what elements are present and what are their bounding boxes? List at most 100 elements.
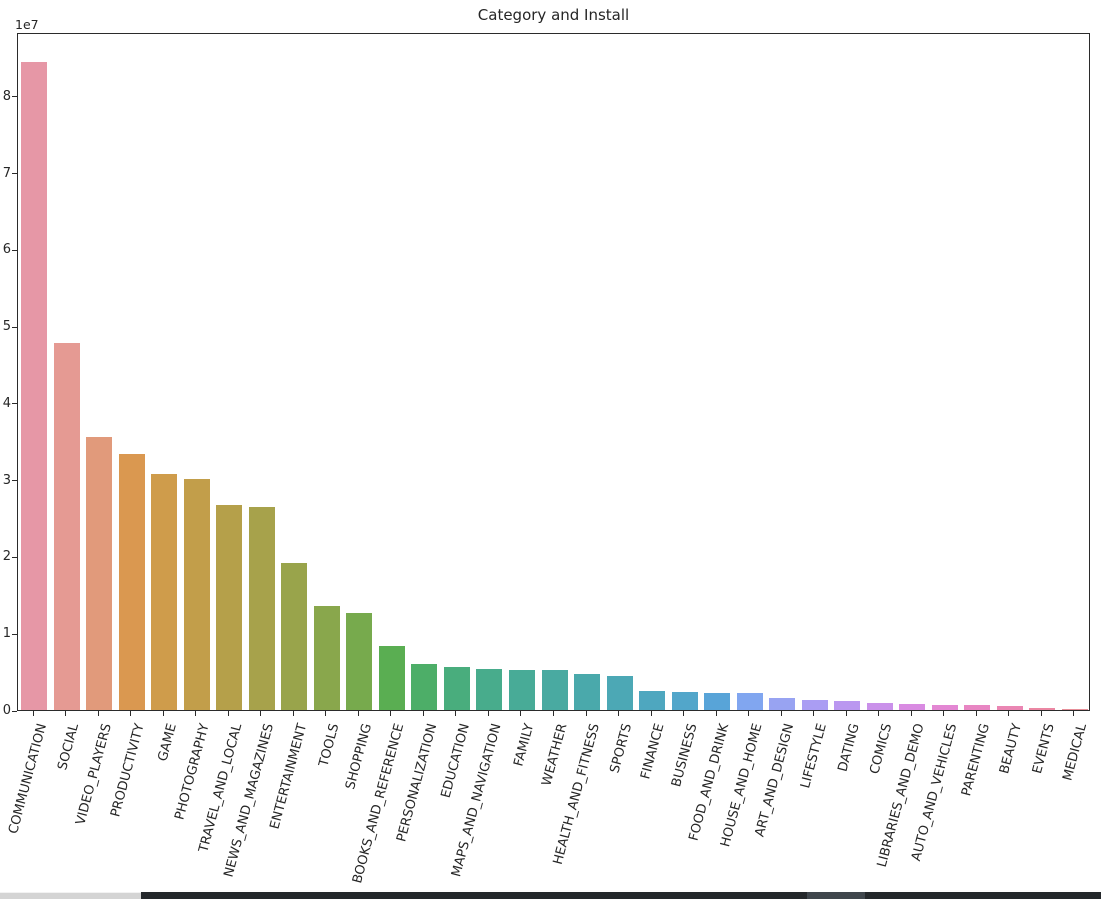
- x-tick-mark: [455, 711, 457, 716]
- bar-dating: [834, 701, 861, 710]
- x-tick-label-finance: FINANCE: [638, 722, 668, 781]
- plot-area: [17, 33, 1090, 711]
- x-tick-mark: [260, 711, 262, 716]
- x-tick-mark: [390, 711, 392, 716]
- x-tick-mark: [97, 711, 99, 716]
- bar-maps-and-navigation: [476, 669, 503, 710]
- taskbar-light-segment[interactable]: [0, 892, 141, 899]
- x-tick-label-education: EDUCATION: [438, 722, 473, 800]
- x-tick-mark: [1008, 711, 1010, 716]
- x-tick-mark: [195, 711, 197, 716]
- x-tick-mark: [422, 711, 424, 716]
- y-tick-label: 7: [2, 165, 11, 181]
- x-tick-label-sports: SPORTS: [607, 722, 636, 775]
- x-tick-label-family: FAMILY: [511, 722, 538, 769]
- bar-travel-and-local: [216, 505, 243, 710]
- x-tick-mark: [780, 711, 782, 716]
- x-tick-label-tools: TOOLS: [316, 722, 343, 769]
- bar-entertainment: [281, 563, 308, 710]
- bar-game: [151, 474, 178, 710]
- bar-auto-and-vehicles: [931, 705, 958, 710]
- y-tick-mark: [12, 249, 17, 251]
- x-tick-mark: [618, 711, 620, 716]
- cropped-taskbar-strip: [0, 892, 1101, 899]
- bar-shopping: [346, 613, 373, 710]
- x-tick-mark: [65, 711, 67, 716]
- x-tick-label-game: GAME: [155, 722, 180, 763]
- y-tick-label: 8: [2, 88, 11, 104]
- x-tick-mark: [845, 711, 847, 716]
- bar-finance: [639, 691, 666, 710]
- y-tick-mark: [12, 403, 17, 405]
- bar-weather: [541, 670, 568, 710]
- y-tick-mark: [12, 710, 17, 712]
- x-tick-mark: [357, 711, 359, 716]
- x-tick-label-productivity: PRODUCTIVITY: [107, 722, 148, 819]
- x-tick-mark: [487, 711, 489, 716]
- x-tick-label-communication: COMMUNICATION: [5, 722, 50, 836]
- bar-beauty: [996, 706, 1023, 710]
- bar-communication: [21, 62, 48, 710]
- bar-comics: [866, 703, 893, 710]
- x-tick-mark: [227, 711, 229, 716]
- x-tick-label-dating: DATING: [835, 722, 863, 774]
- x-tick-mark: [943, 711, 945, 716]
- bar-education: [443, 667, 470, 710]
- y-tick-mark: [12, 633, 17, 635]
- x-tick-label-social: SOCIAL: [55, 722, 83, 772]
- x-tick-mark: [130, 711, 132, 716]
- x-tick-label-weather: WEATHER: [538, 722, 570, 788]
- bar-art-and-design: [769, 698, 796, 710]
- x-tick-mark: [813, 711, 815, 716]
- bar-house-and-home: [736, 693, 763, 710]
- x-tick-label-events: EVENTS: [1029, 722, 1058, 776]
- y-tick-label: 5: [2, 319, 11, 335]
- x-tick-mark: [975, 711, 977, 716]
- y-tick-label: 0: [2, 703, 11, 718]
- x-tick-mark: [162, 711, 164, 716]
- bar-family: [508, 670, 535, 710]
- bar-libraries-and-demo: [899, 704, 926, 710]
- y-tick-label: 1: [2, 626, 11, 642]
- taskbar-dark-segment[interactable]: [141, 892, 1101, 899]
- x-tick-mark: [910, 711, 912, 716]
- x-tick-mark: [878, 711, 880, 716]
- x-tick-mark: [585, 711, 587, 716]
- x-tick-label-beauty: BEAUTY: [997, 722, 1026, 776]
- bar-food-and-drink: [704, 693, 731, 710]
- taskbar-highlight-segment[interactable]: [807, 892, 865, 899]
- bar-medical: [1061, 709, 1088, 710]
- x-tick-label-business: BUSINESS: [668, 722, 701, 789]
- y-tick-label: 3: [2, 472, 11, 488]
- bar-parenting: [964, 705, 991, 710]
- bar-photography: [183, 479, 210, 710]
- bar-health-and-fitness: [574, 674, 600, 710]
- bar-tools: [313, 606, 340, 710]
- bar-sports: [606, 676, 633, 710]
- bar-books-and-reference: [378, 646, 405, 710]
- x-tick-mark: [748, 711, 750, 716]
- bar-news-and-magazines: [248, 507, 275, 710]
- y-tick-label: 2: [2, 549, 11, 565]
- bar-video-players: [86, 437, 113, 710]
- y-tick-mark: [12, 480, 17, 482]
- x-tick-mark: [520, 711, 522, 716]
- y-axis-offset-label: 1e7: [15, 17, 39, 32]
- x-tick-label-comics: COMICS: [867, 722, 896, 776]
- y-tick-mark: [12, 173, 17, 174]
- x-tick-mark: [650, 711, 652, 716]
- bar-productivity: [118, 454, 145, 710]
- x-tick-mark: [1073, 711, 1075, 716]
- y-tick-mark: [12, 96, 17, 98]
- bar-business: [671, 692, 698, 710]
- x-tick-mark: [683, 711, 685, 716]
- x-tick-mark: [715, 711, 717, 716]
- x-tick-label-entertainment: ENTERTAINMENT: [267, 722, 310, 831]
- x-tick-mark: [1040, 711, 1042, 716]
- x-tick-label-photography: PHOTOGRAPHY: [172, 722, 213, 822]
- x-tick-label-medical: MEDICAL: [1060, 722, 1091, 783]
- x-tick-mark: [325, 711, 327, 716]
- x-tick-label-shopping: SHOPPING: [342, 722, 375, 792]
- y-tick-mark: [12, 326, 17, 328]
